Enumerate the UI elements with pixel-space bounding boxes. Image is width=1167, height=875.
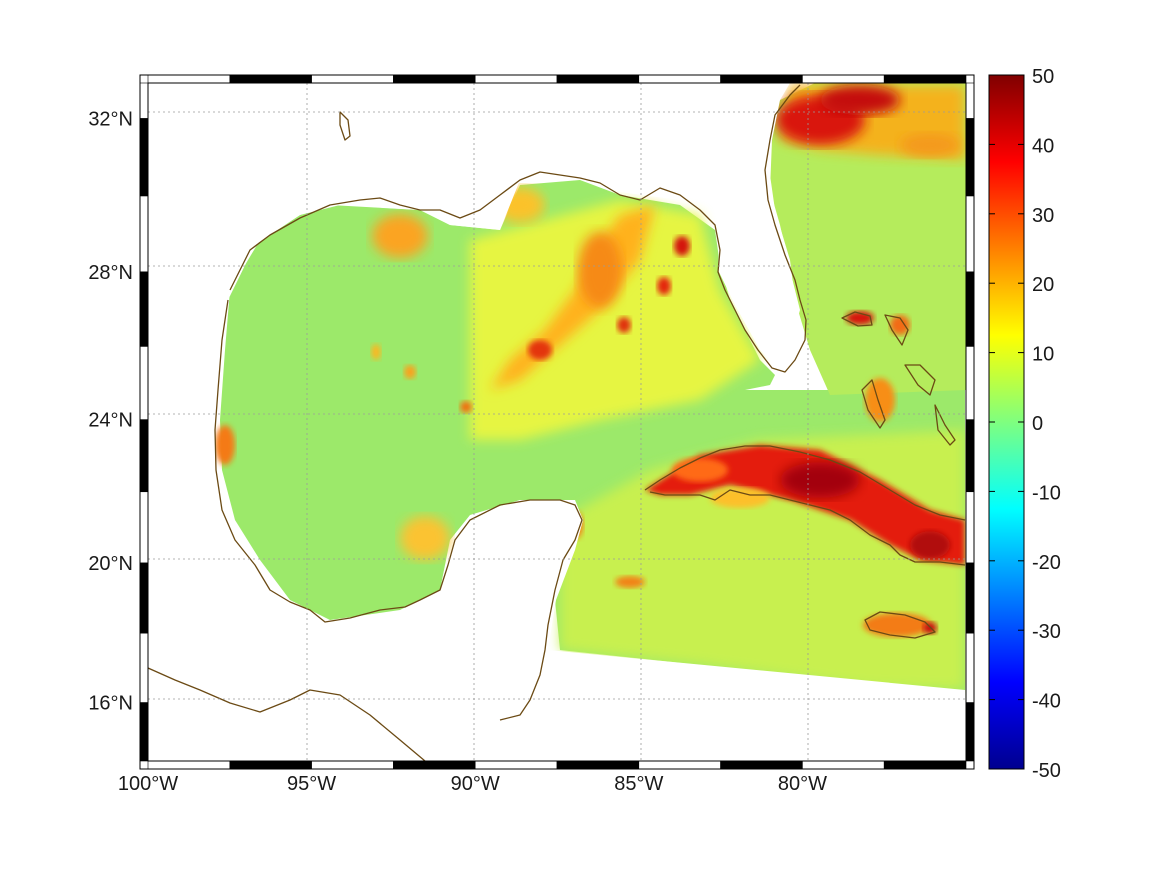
frame-segment (883, 74, 967, 84)
colorbar-tick-label: -10 (1032, 482, 1061, 504)
frame-segment (139, 271, 149, 347)
colorbar: 50 40 30 20 10 0 -10 -20 -30 -40 -50 (988, 66, 1061, 782)
colorbar-tick-label: 40 (1032, 135, 1054, 157)
frame-segment (802, 74, 885, 84)
longitude-tick-label: 100°W (118, 773, 178, 795)
colorbar-tick-label: 20 (1032, 274, 1054, 296)
frame-segment (139, 632, 149, 703)
frame-segment (139, 195, 149, 273)
longitude-tick-label: 95°W (287, 773, 336, 795)
frame-segment (229, 760, 312, 770)
frame-segment (139, 562, 149, 634)
frame-segment (556, 760, 640, 770)
anomaly-field-atlantic (765, 83, 966, 395)
map-frame (139, 74, 975, 770)
frame-segment (883, 760, 967, 770)
map-plot-area (148, 83, 966, 761)
frame-segment (147, 74, 231, 84)
colorbar-tick-label: -50 (1032, 760, 1061, 782)
frame-segment (556, 74, 640, 84)
colorbar-tick-label: -30 (1032, 621, 1061, 643)
frame-segment (139, 82, 149, 119)
frame-segment (965, 702, 975, 762)
frame-segment (393, 760, 476, 770)
frame-segment (393, 74, 476, 84)
frame-segment (965, 419, 975, 493)
frame-segment (311, 760, 394, 770)
colorbar-tick-label: 0 (1032, 413, 1043, 435)
colorbar-tick-label: -40 (1032, 691, 1061, 713)
colorbar-tick-label: 10 (1032, 344, 1054, 366)
frame-segment (720, 760, 803, 770)
latitude-tick-label: 24°N (88, 410, 133, 432)
graticule (148, 83, 966, 761)
frame-segment (965, 118, 975, 197)
frame-segment (474, 760, 558, 770)
longitude-tick-label: 80°W (778, 773, 827, 795)
frame-segment (311, 74, 394, 84)
frame-segment (965, 346, 975, 420)
frame-segment (139, 702, 149, 762)
longitude-tick-labels: 100°W 95°W 90°W 85°W 80°W (118, 773, 827, 795)
colorbar-ticks: 50 40 30 20 10 0 -10 -20 -30 -40 -50 (989, 66, 1061, 782)
frame-segment (802, 760, 885, 770)
frame-segment (147, 760, 231, 770)
frame-segment (474, 74, 558, 84)
colorbar-tick-label: -20 (1032, 552, 1061, 574)
coastlines (148, 84, 966, 761)
longitude-tick-label: 85°W (614, 773, 663, 795)
colorbar-tick-label: 50 (1032, 66, 1054, 88)
frame-segment (965, 82, 975, 119)
latitude-tick-label: 16°N (88, 693, 133, 715)
frame-segment (965, 562, 975, 634)
frame-segment (139, 118, 149, 197)
frame-segment (965, 491, 975, 564)
frame-segment (638, 760, 721, 770)
frame-segment (139, 419, 149, 493)
colorbar-tick-label: 30 (1032, 205, 1054, 227)
frame-segment (720, 74, 803, 84)
latitude-tick-label: 28°N (88, 262, 133, 284)
frame-segment (229, 74, 312, 84)
longitude-tick-label: 90°W (451, 773, 500, 795)
land-mask (148, 83, 965, 761)
frame-segment (139, 491, 149, 564)
frame-segment (638, 74, 721, 84)
latitude-tick-label: 20°N (88, 553, 133, 575)
latitude-tick-labels: 32°N 28°N 24°N 20°N 16°N (88, 108, 133, 714)
frame-segment (139, 346, 149, 420)
frame-segment (965, 195, 975, 273)
frame-segment (965, 271, 975, 347)
frame-segment (965, 632, 975, 703)
anomaly-hotspots-islands (567, 311, 965, 637)
latitude-tick-label: 32°N (88, 108, 133, 130)
